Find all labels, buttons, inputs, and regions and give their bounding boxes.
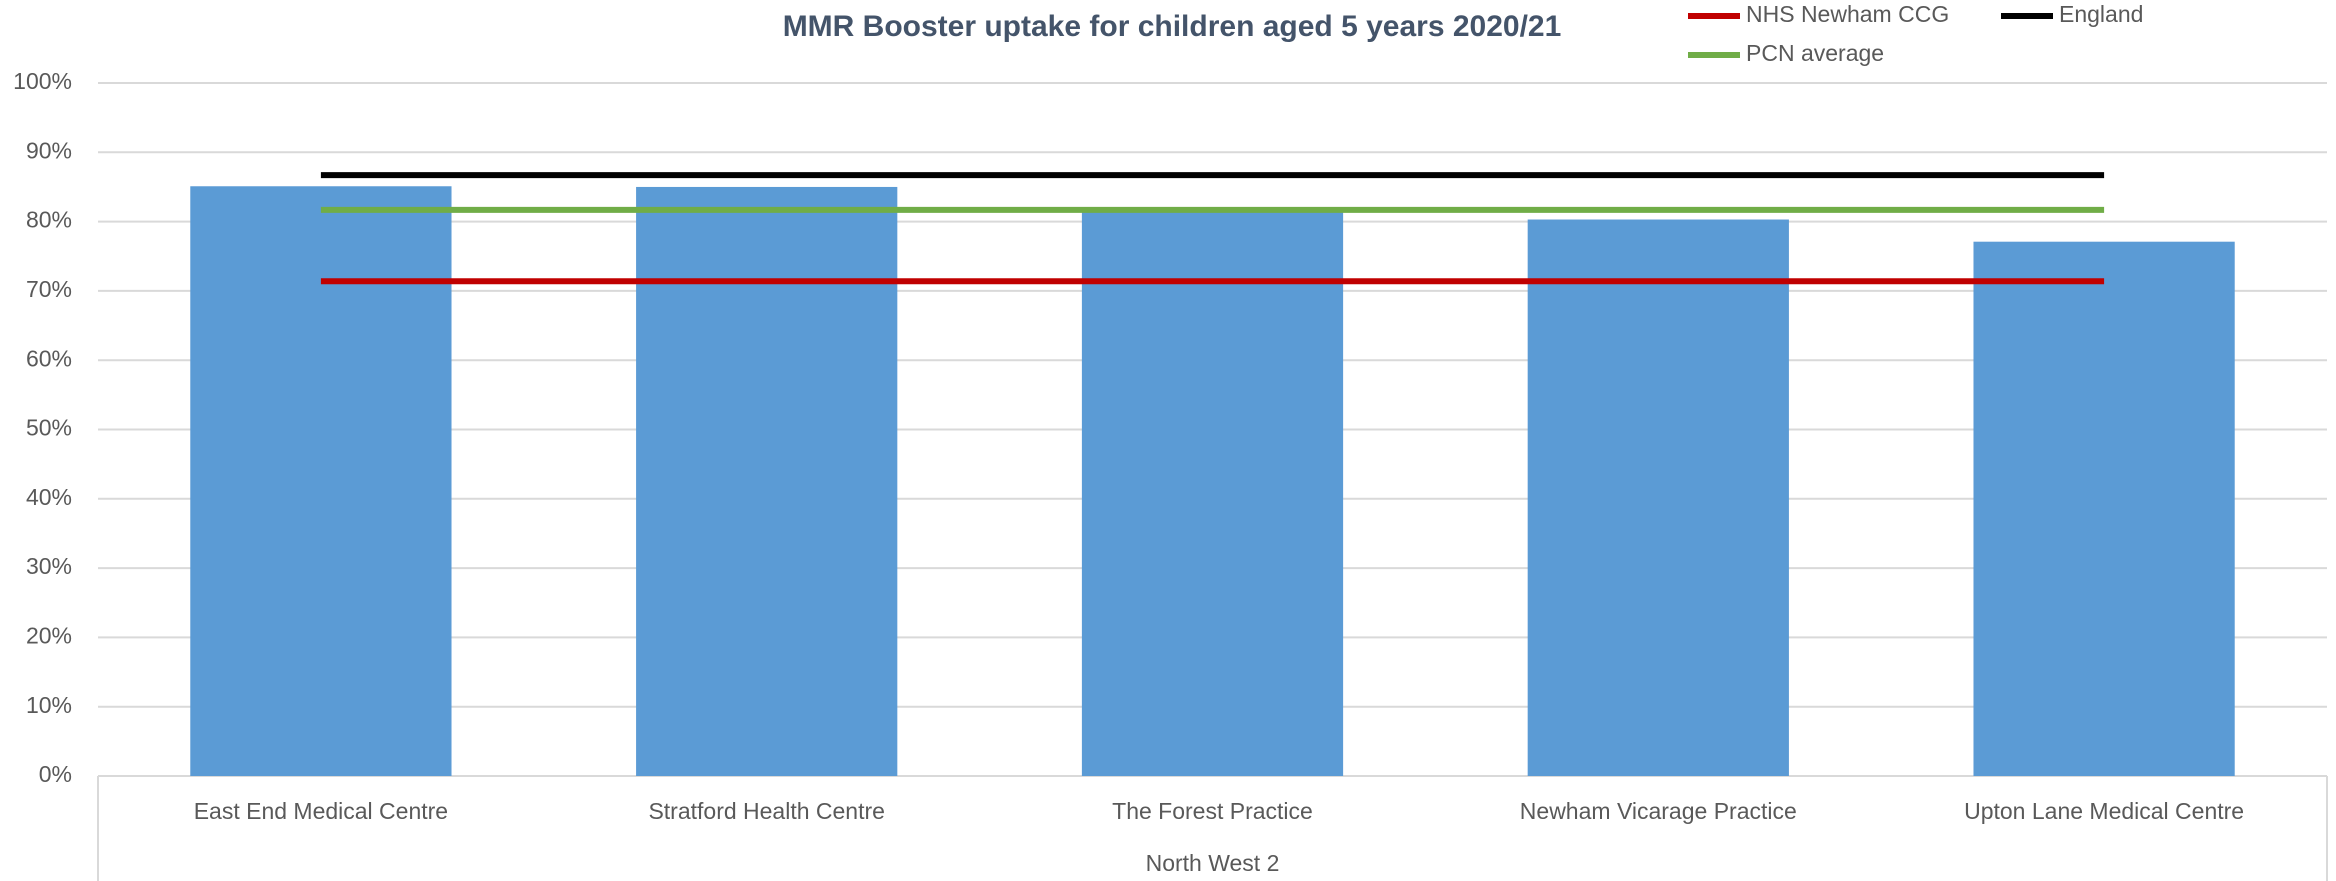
y-tick-label: 0% [39,761,72,787]
chart-title: MMR Booster uptake for children aged 5 y… [783,10,1562,43]
y-tick-label: 40% [26,484,72,510]
bar [1081,211,1344,776]
x-tick-label: East End Medical Centre [194,798,448,824]
x-tick-label: Newham Vicarage Practice [1520,798,1797,824]
x-tick-label: The Forest Practice [1112,798,1313,824]
legend-label: PCN average [1746,40,1884,66]
y-tick-label: 80% [26,207,72,233]
bar [1973,241,2235,776]
x-tick-label: Upton Lane Medical Centre [1964,798,2244,824]
legend-label: NHS Newham CCG [1746,1,1949,27]
x-tick-label: Stratford Health Centre [648,798,885,824]
bar [636,186,898,776]
bar [1527,219,1789,776]
y-tick-label: 100% [13,68,72,94]
y-tick-label: 90% [26,137,72,163]
y-tick-label: 60% [26,345,72,371]
y-tick-label: 30% [26,553,72,579]
y-tick-label: 10% [26,692,72,718]
legend-label: England [2059,1,2143,27]
bar [190,186,452,776]
y-tick-label: 50% [26,415,72,441]
x-group-label: North West 2 [1146,850,1280,876]
y-tick-label: 70% [26,276,72,302]
y-tick-label: 20% [26,622,72,648]
